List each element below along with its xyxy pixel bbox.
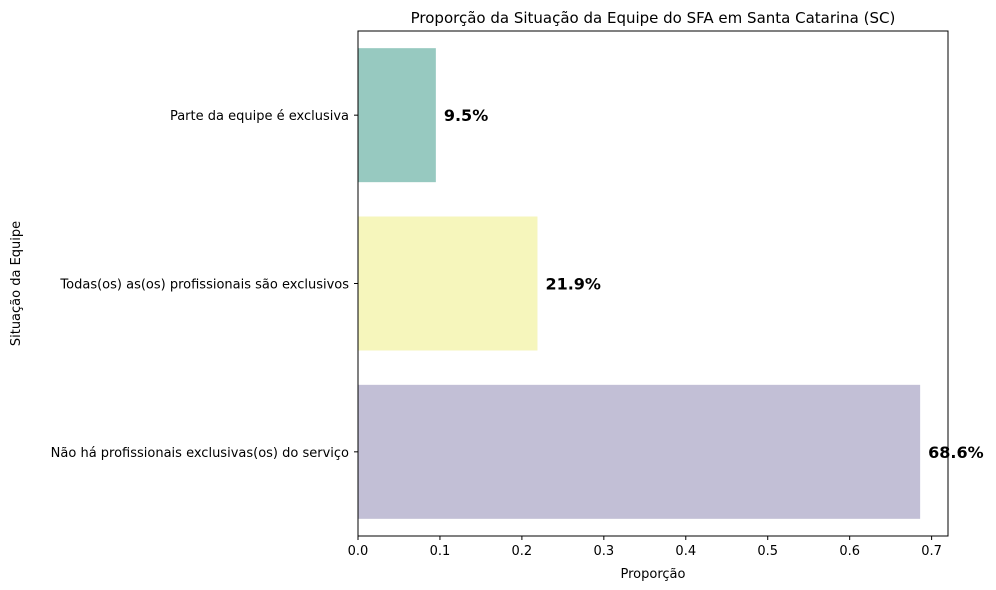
x-axis-label: Proporção [621, 567, 686, 582]
y-axis-label: Situação da Equipe [9, 221, 24, 346]
x-tick-label: 0.4 [675, 544, 696, 559]
x-tick-label: 0.0 [348, 544, 369, 559]
y-tick-label: Parte da equipe é exclusiva [170, 109, 349, 124]
y-tick-label: Todas(os) as(os) profissionais são exclu… [59, 278, 349, 293]
x-tick-label: 0.7 [921, 544, 942, 559]
x-tick-label: 0.3 [593, 544, 614, 559]
bars-group [358, 48, 920, 519]
data-label: 9.5% [444, 106, 488, 125]
y-tick-labels: Parte da equipe é exclusiva Todas(os) as(… [51, 109, 358, 461]
x-tick-label: 0.1 [430, 544, 451, 559]
bar-3 [358, 385, 920, 519]
chart-title: Proporção da Situação da Equipe do SFA e… [411, 9, 896, 27]
y-tick-label: Não há profissionais exclusivas(os) do s… [51, 446, 349, 461]
x-ticks: 0.0 0.1 0.2 0.3 0.4 0.5 0.6 0.7 [348, 536, 942, 559]
x-tick-label: 0.5 [757, 544, 778, 559]
bar-1 [358, 48, 436, 182]
data-label: 21.9% [545, 275, 601, 294]
x-tick-label: 0.6 [839, 544, 860, 559]
x-tick-label: 0.2 [512, 544, 533, 559]
data-label: 68.6% [928, 443, 984, 462]
bar-2 [358, 217, 537, 351]
